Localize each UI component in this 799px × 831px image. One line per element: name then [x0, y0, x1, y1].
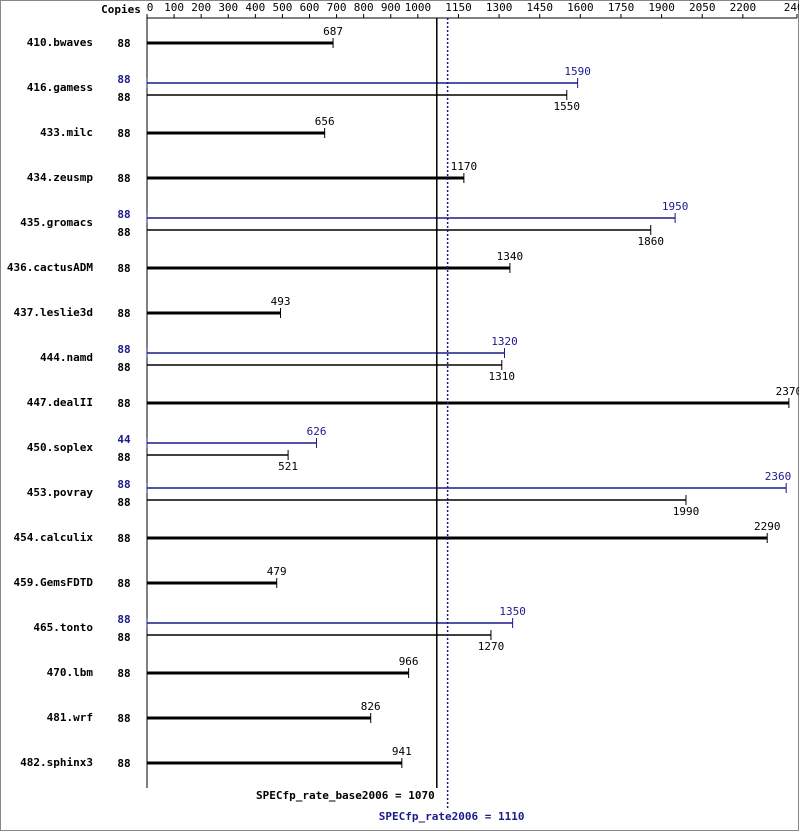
x-tick-label: 0	[147, 1, 154, 14]
value-label: 493	[271, 295, 291, 308]
benchmark-name: 437.leslie3d	[14, 306, 93, 319]
value-label: 1340	[497, 250, 524, 263]
x-tick-label: 200	[191, 1, 211, 14]
benchmark-name: 482.sphinx3	[20, 756, 93, 769]
x-tick-label: 600	[300, 1, 320, 14]
value-label: 826	[361, 700, 381, 713]
base-value-label: 1310	[489, 370, 516, 383]
x-tick-label: 1900	[648, 1, 675, 14]
x-tick-label: 1750	[608, 1, 635, 14]
benchmark-name: 481.wrf	[47, 711, 93, 724]
copies: 88	[117, 307, 130, 320]
reference-label: SPECfp_rate2006 = 1110	[379, 810, 525, 823]
x-tick-label: 800	[354, 1, 374, 14]
peak-value-label: 626	[307, 425, 327, 438]
value-label: 687	[323, 25, 343, 38]
copies: 88	[117, 532, 130, 545]
x-tick-label: 500	[272, 1, 292, 14]
x-tick-label: 1450	[526, 1, 553, 14]
base-value-label: 1860	[638, 235, 665, 248]
copies: 88	[117, 577, 130, 590]
x-tick-label: 2200	[730, 1, 757, 14]
peak-copies: 88	[117, 343, 130, 356]
value-label: 2290	[754, 520, 781, 533]
copies: 88	[117, 712, 130, 725]
benchmark-name: 447.dealII	[27, 396, 93, 409]
base-copies: 88	[117, 361, 130, 374]
base-copies: 88	[117, 451, 130, 464]
x-tick-label: 1000	[405, 1, 432, 14]
copies: 88	[117, 127, 130, 140]
x-tick-label: 2400	[784, 1, 799, 14]
peak-value-label: 1590	[564, 65, 591, 78]
benchmark-name: 470.lbm	[47, 666, 94, 679]
peak-copies: 88	[117, 613, 130, 626]
x-tick-label: 700	[327, 1, 347, 14]
benchmark-name: 436.cactusADM	[7, 261, 93, 274]
copies: 88	[117, 172, 130, 185]
value-label: 941	[392, 745, 412, 758]
base-value-label: 1270	[478, 640, 505, 653]
base-value-label: 521	[278, 460, 298, 473]
value-label: 479	[267, 565, 287, 578]
copies: 88	[117, 757, 130, 770]
copies: 88	[117, 262, 130, 275]
peak-value-label: 1320	[491, 335, 518, 348]
copies-header: Copies	[101, 3, 141, 16]
benchmark-name: 444.namd	[40, 351, 93, 364]
peak-value-label: 1950	[662, 200, 689, 213]
benchmark-name: 416.gamess	[27, 81, 93, 94]
benchmark-name: 410.bwaves	[27, 36, 93, 49]
x-tick-label: 900	[381, 1, 401, 14]
copies: 88	[117, 397, 130, 410]
peak-value-label: 1350	[499, 605, 526, 618]
benchmark-name: 435.gromacs	[20, 216, 93, 229]
base-copies: 88	[117, 91, 130, 104]
base-value-label: 1550	[554, 100, 581, 113]
base-copies: 88	[117, 496, 130, 509]
base-copies: 88	[117, 226, 130, 239]
x-tick-label: 1300	[486, 1, 513, 14]
x-tick-label: 2050	[689, 1, 716, 14]
copies: 88	[117, 37, 130, 50]
value-label: 2370	[776, 385, 799, 398]
base-copies: 88	[117, 631, 130, 644]
x-tick-label: 1150	[445, 1, 472, 14]
benchmark-name: 459.GemsFDTD	[14, 576, 94, 589]
copies: 88	[117, 667, 130, 680]
peak-value-label: 2360	[765, 470, 792, 483]
peak-copies: 88	[117, 73, 130, 86]
value-label: 656	[315, 115, 335, 128]
benchmark-name: 433.milc	[40, 126, 93, 139]
x-tick-label: 1600	[567, 1, 594, 14]
benchmark-name: 465.tonto	[33, 621, 93, 634]
value-label: 966	[399, 655, 419, 668]
x-tick-label: 400	[245, 1, 265, 14]
x-tick-label: 300	[218, 1, 238, 14]
benchmark-name: 450.soplex	[27, 441, 94, 454]
x-tick-label: 100	[164, 1, 184, 14]
peak-copies: 44	[117, 433, 131, 446]
benchmark-name: 434.zeusmp	[27, 171, 94, 184]
base-value-label: 1990	[673, 505, 700, 518]
peak-copies: 88	[117, 208, 130, 221]
value-label: 1170	[451, 160, 478, 173]
peak-copies: 88	[117, 478, 130, 491]
benchmark-name: 454.calculix	[14, 531, 94, 544]
reference-label: SPECfp_rate_base2006 = 1070	[256, 789, 435, 802]
benchmark-name: 453.povray	[27, 486, 94, 499]
